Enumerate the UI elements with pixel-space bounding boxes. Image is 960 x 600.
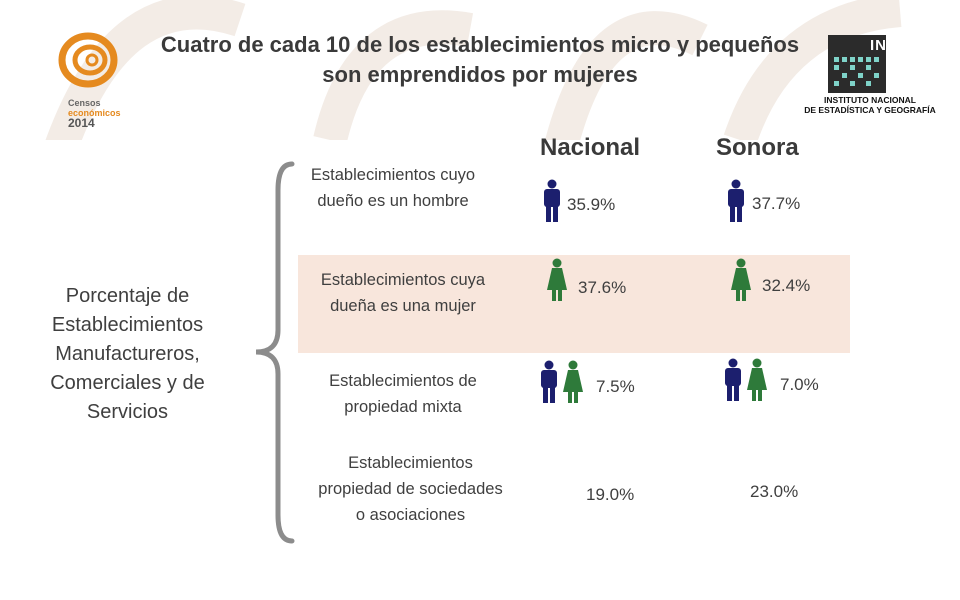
woman-icon (747, 358, 767, 401)
pct-sociedades-nacional: 19.0% (586, 485, 635, 504)
man-icon (725, 358, 741, 401)
page-title: Cuatro de cada 10 de los establecimiento… (160, 32, 800, 87)
row-label-mixta: Establecimientos de propiedad mixta (329, 372, 477, 416)
pct-mixta-nacional: 7.5% (596, 377, 635, 396)
row-label-sociedades: Establecimientos propiedad de sociedades… (318, 454, 503, 524)
woman-icon (731, 258, 751, 301)
man-icon (541, 360, 557, 403)
pct-sociedades-sonora: 23.0% (750, 482, 799, 501)
column-header-nacional: Nacional (540, 134, 641, 161)
inegi-logo-subtitle-2: DE ESTADÍSTICA Y GEOGRAFÍA (804, 105, 936, 115)
row-highlight-band (298, 255, 850, 353)
man-icon (544, 179, 560, 222)
censos-logo-year: 2014 (68, 116, 95, 130)
inegi-logo-name: INEGI (870, 37, 916, 54)
man-icon (728, 179, 744, 222)
woman-icon (547, 258, 567, 301)
row-label-hombre: Establecimientos cuyo dueño es un hombre (310, 166, 476, 210)
pct-mujer-nacional: 37.6% (578, 278, 627, 297)
column-header-sonora: Sonora (716, 134, 799, 161)
background-watermark (45, 0, 902, 140)
pct-hombre-nacional: 35.9% (567, 195, 616, 214)
side-label: Porcentaje de Establecimientos Manufactu… (50, 285, 205, 423)
censos-logo-line2: económicos (68, 108, 121, 118)
pct-hombre-sonora: 37.7% (752, 194, 801, 213)
pct-mujer-sonora: 32.4% (762, 276, 811, 295)
censos-economicos-logo: Censos económicos 2014 (50, 28, 140, 129)
inegi-logo: INEGI INSTITUTO NACIONAL DE ESTADÍSTICA … (790, 35, 950, 120)
row-label-mujer: Establecimientos cuya dueña es una mujer (320, 271, 486, 315)
inegi-logo-subtitle-1: INSTITUTO NACIONAL (824, 95, 916, 105)
censos-logo-line1: Censos (68, 98, 101, 108)
woman-icon (563, 360, 583, 403)
curly-brace (255, 161, 295, 544)
pct-mixta-sonora: 7.0% (780, 375, 819, 394)
